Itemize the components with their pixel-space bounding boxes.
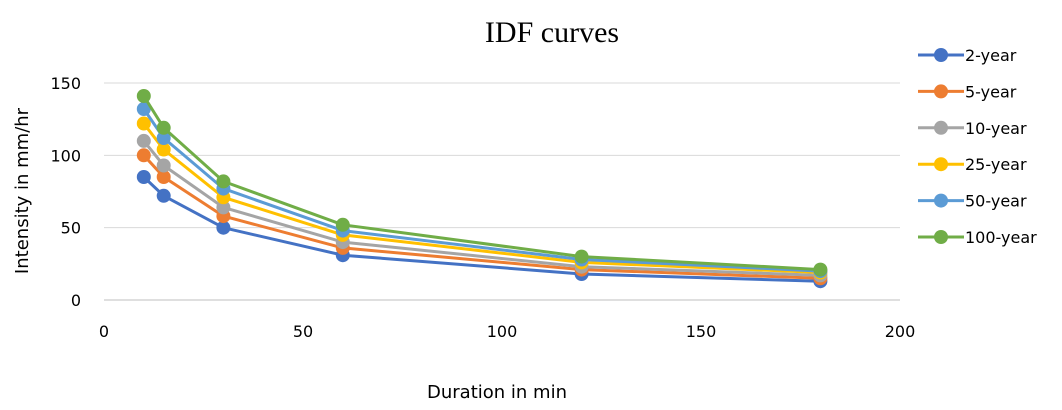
data-point xyxy=(335,217,350,232)
y-axis-label: Intensity in mm/hr xyxy=(12,107,33,274)
data-point xyxy=(216,220,231,235)
series-line xyxy=(142,122,822,274)
x-tick-label: 100 xyxy=(487,322,518,341)
axes: 0 50 100 150 0 50 100 150 200 xyxy=(50,74,915,341)
y-tick-label: 150 xyxy=(50,74,81,93)
series-10-year xyxy=(136,133,828,283)
x-tick-label: 0 xyxy=(99,322,109,341)
legend-label: 5-year xyxy=(965,82,1017,101)
series-100-year xyxy=(136,89,828,277)
legend-item: 100-year xyxy=(918,228,1037,247)
data-point xyxy=(216,200,231,215)
legend-item: 10-year xyxy=(918,119,1027,138)
data-point xyxy=(136,170,151,184)
data-point xyxy=(156,158,171,173)
legend-label: 10-year xyxy=(965,119,1027,138)
data-point xyxy=(813,262,828,277)
legend-marker xyxy=(934,84,948,99)
x-axis-label: Duration in min xyxy=(427,382,567,403)
legend-marker xyxy=(934,120,948,135)
data-point xyxy=(136,102,151,116)
y-tick-label: 0 xyxy=(71,291,81,310)
chart-title: IDF curves xyxy=(485,16,619,49)
data-point xyxy=(136,89,151,103)
legend-item: 50-year xyxy=(918,192,1027,211)
legend-label: 50-year xyxy=(965,192,1027,211)
data-point xyxy=(156,131,171,145)
legend-marker xyxy=(934,230,948,244)
data-point xyxy=(156,120,171,135)
x-tick-label: 150 xyxy=(686,322,717,341)
series-line xyxy=(142,153,822,280)
legend-label: 100-year xyxy=(965,228,1037,247)
legend-label: 2-year xyxy=(965,46,1017,65)
data-point xyxy=(156,142,171,157)
legend-marker xyxy=(934,193,948,208)
data-point xyxy=(136,133,151,148)
series-line xyxy=(142,139,822,277)
data-point xyxy=(156,188,171,203)
legend: 2-year 5-year 10-year 25-year 50-year 100-yea… xyxy=(918,46,1037,247)
series-group xyxy=(136,89,828,289)
x-tick-label: 200 xyxy=(885,322,916,341)
data-point xyxy=(216,174,231,189)
series-line xyxy=(142,94,822,272)
y-tick-label: 100 xyxy=(50,146,81,165)
x-tick-label: 50 xyxy=(293,322,313,341)
data-point xyxy=(136,148,151,163)
legend-item: 2-year xyxy=(918,46,1017,65)
y-tick-label: 50 xyxy=(61,219,81,238)
legend-item: 25-year xyxy=(918,155,1027,174)
data-point xyxy=(574,249,589,264)
legend-marker xyxy=(934,48,948,62)
data-point xyxy=(156,170,171,184)
gridlines xyxy=(104,82,900,229)
legend-item: 5-year xyxy=(918,82,1017,101)
data-point xyxy=(136,116,151,131)
legend-label: 25-year xyxy=(965,155,1027,174)
legend-marker xyxy=(934,157,948,172)
